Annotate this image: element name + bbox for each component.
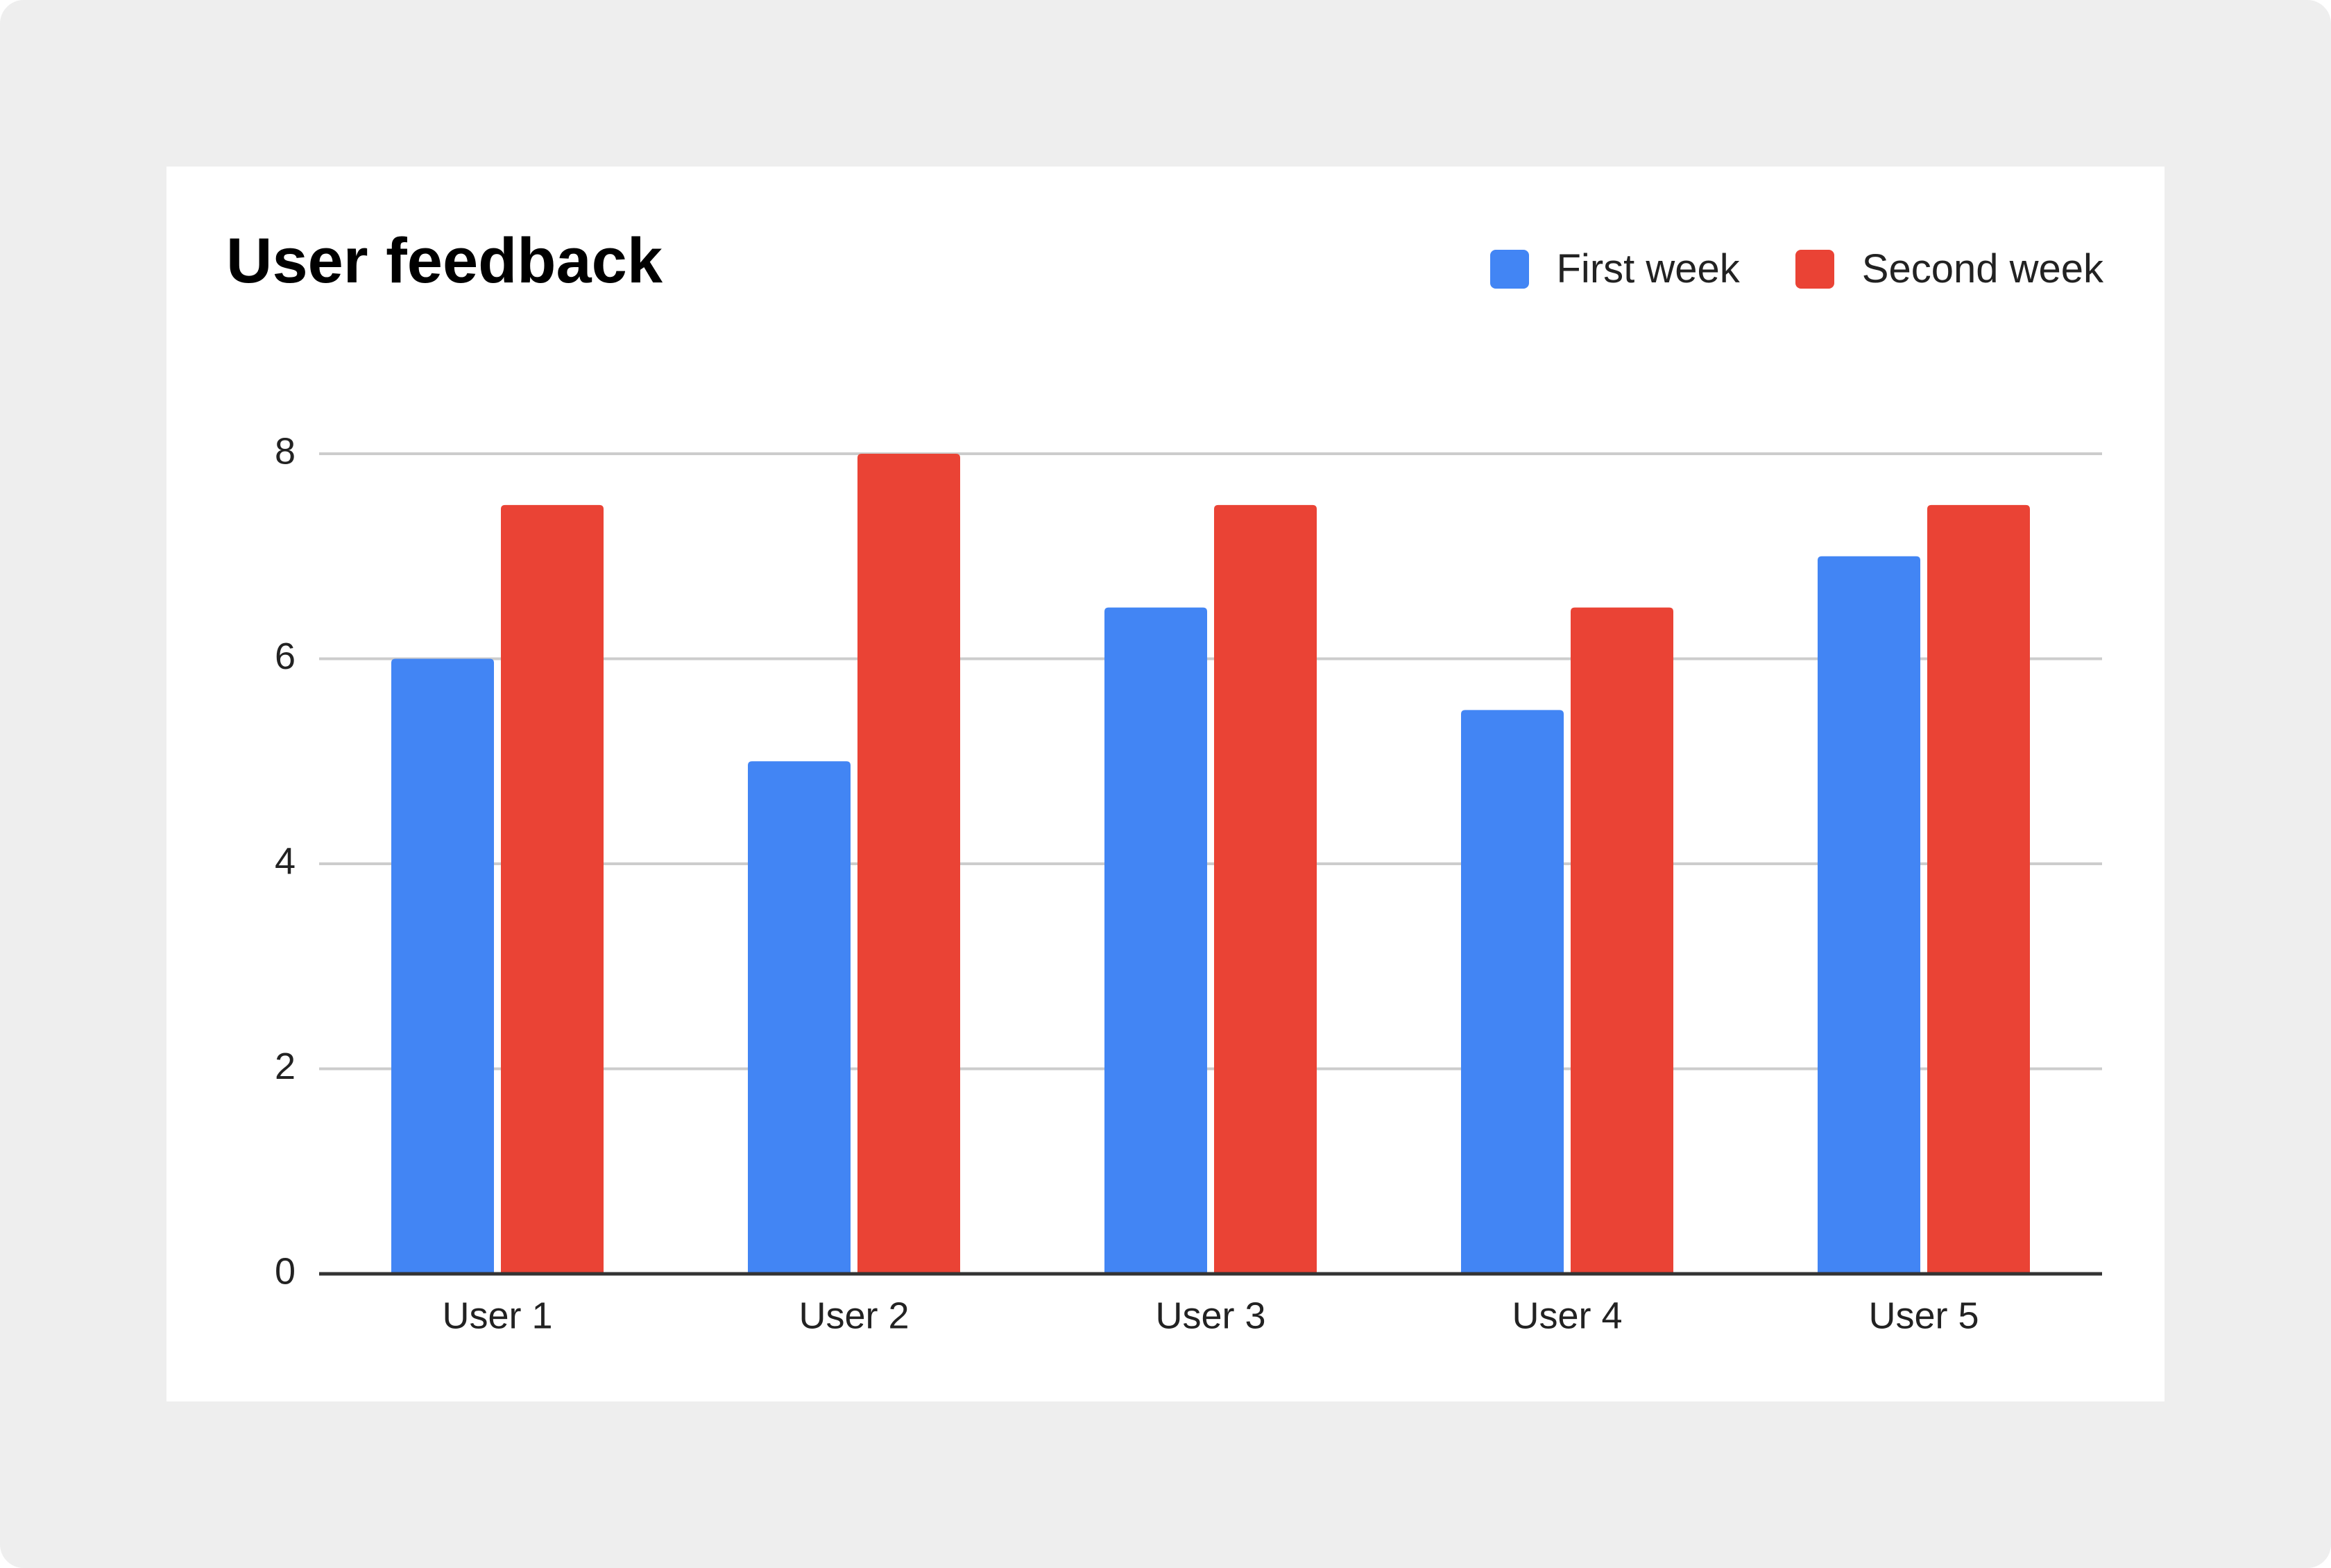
bar-chart: 0 2 4 6 8 User 1 User 2 User 3 User 4 User 5 — [275, 430, 2102, 1336]
x-tick-label-user-5: User 5 — [1868, 1295, 1979, 1336]
y-tick-label-2: 2 — [275, 1046, 296, 1087]
x-tick-label-user-1: User 1 — [442, 1295, 552, 1336]
bar-first-week-user-4 — [1461, 710, 1564, 1274]
bar-second-week-user-1 — [501, 504, 604, 1274]
legend-swatch-second-week — [1795, 249, 1834, 289]
gridlines — [319, 452, 2102, 1071]
legend-item-first-week[interactable]: First week — [1489, 246, 1740, 292]
bar-first-week-user-1 — [391, 658, 494, 1274]
bar-first-week-user-2 — [748, 761, 851, 1274]
bars — [391, 454, 2030, 1274]
chart-title: User feedback — [226, 225, 663, 296]
chart-legend: First week Second week — [1489, 246, 2103, 292]
legend-label-second-week: Second week — [1861, 246, 2103, 291]
y-tick-label-6: 6 — [275, 636, 296, 677]
x-tick-label-user-2: User 2 — [799, 1295, 909, 1336]
x-tick-label-user-4: User 4 — [1512, 1295, 1622, 1336]
bar-second-week-user-2 — [857, 454, 960, 1274]
bar-first-week-user-5 — [1818, 556, 1920, 1274]
x-tick-label-user-3: User 3 — [1155, 1295, 1265, 1336]
bar-first-week-user-3 — [1104, 607, 1207, 1274]
y-tick-label-8: 8 — [275, 430, 296, 472]
legend-label-first-week: First week — [1556, 246, 1740, 291]
chart-card: User feedback First week Second week 0 2 4… — [166, 167, 2164, 1401]
bar-second-week-user-3 — [1214, 504, 1317, 1274]
legend-swatch-first-week — [1489, 249, 1529, 289]
y-tick-label-0: 0 — [275, 1250, 296, 1292]
legend-item-second-week[interactable]: Second week — [1795, 246, 2103, 292]
bar-second-week-user-5 — [1927, 504, 2030, 1274]
axis-labels: 0 2 4 6 8 User 1 User 2 User 3 User 4 User 5 — [275, 430, 1979, 1336]
bar-second-week-user-4 — [1571, 607, 1673, 1274]
y-tick-label-4: 4 — [275, 840, 296, 882]
